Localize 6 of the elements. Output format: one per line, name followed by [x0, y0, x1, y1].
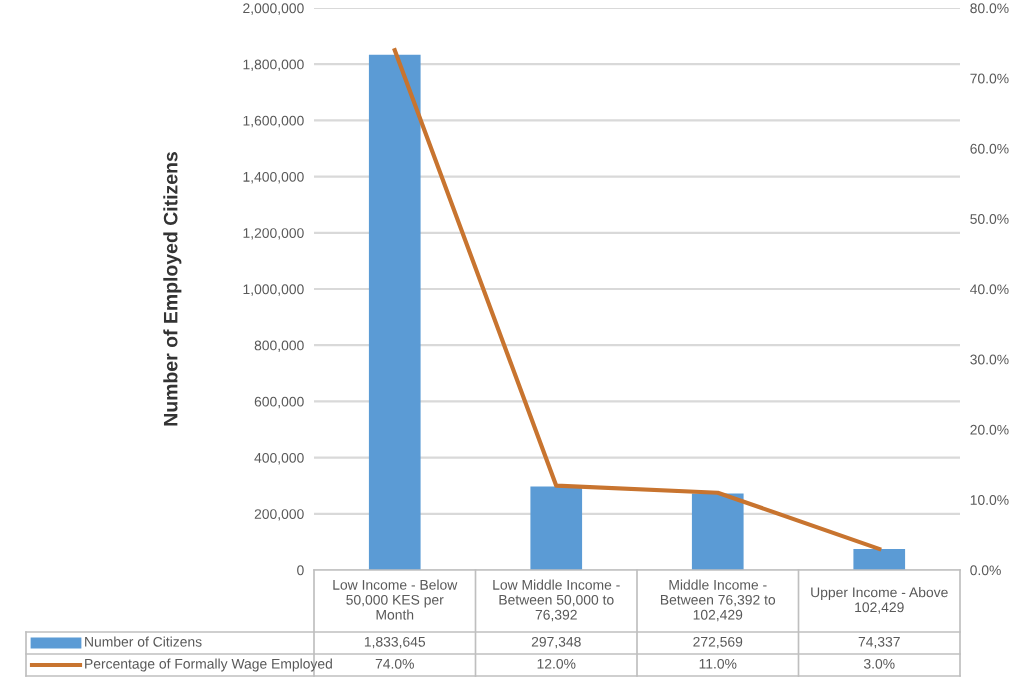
- bar: [853, 549, 906, 570]
- line-series: [392, 48, 882, 552]
- y-axis-title: Number of Employed Citizens: [163, 152, 182, 426]
- bar: [691, 493, 744, 570]
- bar: [530, 486, 583, 570]
- bar: [368, 54, 421, 570]
